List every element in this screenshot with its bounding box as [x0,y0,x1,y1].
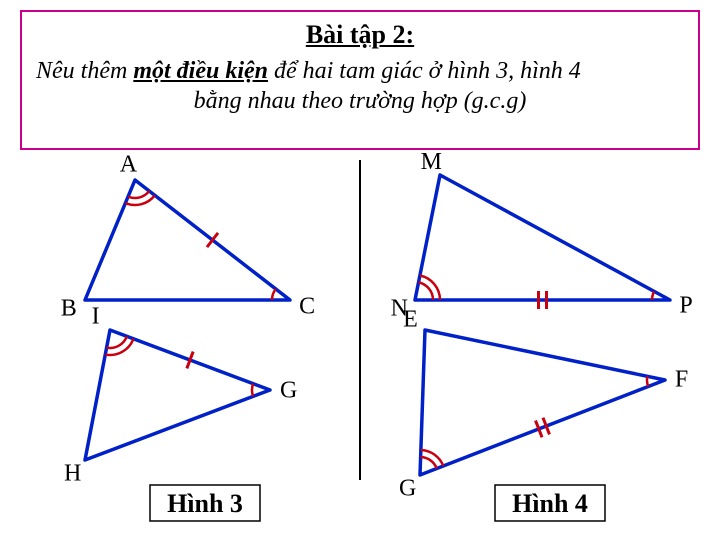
svg-text:C: C [299,294,315,320]
prompt-underlined: một điều kiện [133,58,268,84]
svg-text:P: P [679,292,692,318]
svg-text:B: B [61,296,77,322]
svg-text:E: E [403,307,418,333]
svg-text:A: A [120,152,138,178]
prompt-line2: bằng nhau theo trường hợp (g.c.g) [36,86,684,116]
svg-text:F: F [675,366,688,392]
prompt-prefix: Nêu thêm [36,58,133,84]
svg-text:M: M [421,150,442,175]
svg-text:G: G [280,377,297,403]
svg-text:I: I [92,303,100,329]
exercise-title: Bài tập 2: [36,20,684,50]
svg-text:Hình 3: Hình 3 [167,489,243,518]
exercise-frame: Bài tập 2: Nêu thêm một điều kiện để hai… [20,10,700,150]
prompt-suffix: để hai tam giác ở hình 3, hình 4 [268,58,581,84]
svg-text:H: H [64,460,81,486]
figure-canvas: ABCIHGMNPEGFHình 3Hình 4 [0,150,720,540]
exercise-prompt: Nêu thêm một điều kiện để hai tam giác ở… [36,56,684,116]
svg-text:Hình 4: Hình 4 [512,489,588,518]
svg-text:G: G [399,475,416,501]
